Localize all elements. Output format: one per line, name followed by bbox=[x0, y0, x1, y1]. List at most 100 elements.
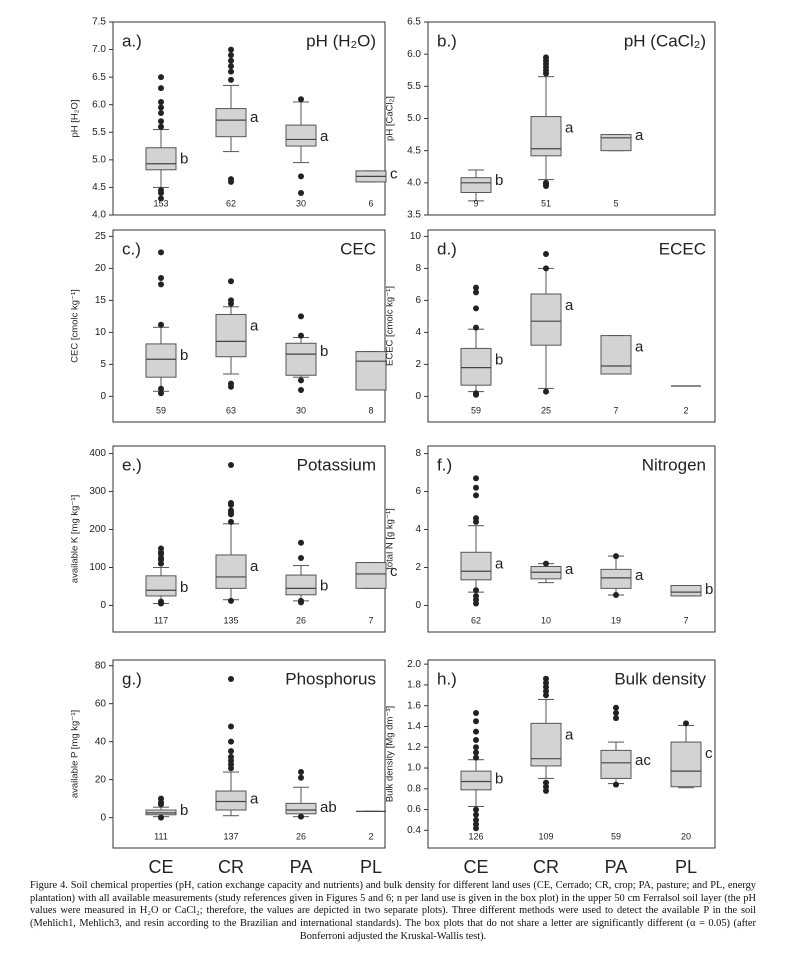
significance-letter: a bbox=[635, 567, 644, 584]
y-tick-label: 20 bbox=[95, 774, 107, 785]
panel-title: Bulk density bbox=[614, 669, 706, 688]
outlier bbox=[158, 74, 164, 81]
outlier bbox=[228, 57, 234, 64]
significance-letter: a bbox=[635, 339, 644, 356]
count-label: 26 bbox=[296, 831, 306, 841]
outlier bbox=[613, 704, 619, 711]
count-label: 111 bbox=[154, 831, 168, 841]
outlier bbox=[298, 387, 304, 393]
y-tick-label: 1.2 bbox=[407, 742, 421, 753]
y-tick-label: 4.0 bbox=[92, 210, 106, 221]
box bbox=[460, 177, 492, 193]
outlier bbox=[683, 720, 689, 727]
significance-letter: b bbox=[495, 770, 503, 787]
y-axis-label: ECEC [cmolc kg⁻¹] bbox=[385, 286, 396, 366]
box bbox=[145, 343, 177, 378]
y-tick-label: 10 bbox=[95, 327, 107, 338]
y-axis-label: pH [H₂O] bbox=[70, 100, 81, 138]
box bbox=[530, 293, 562, 346]
plot-frame bbox=[427, 659, 716, 849]
x-tick-label: PA bbox=[605, 857, 628, 877]
count-label: 62 bbox=[471, 615, 481, 625]
panel-label: a.) bbox=[122, 31, 142, 50]
count-label: 62 bbox=[226, 198, 236, 208]
significance-letter: b bbox=[320, 577, 328, 594]
outlier bbox=[228, 748, 234, 755]
significance-letter: c bbox=[390, 165, 398, 182]
box bbox=[600, 568, 632, 589]
box bbox=[600, 134, 632, 152]
box bbox=[215, 108, 247, 138]
outlier bbox=[158, 275, 164, 281]
outlier bbox=[158, 390, 164, 397]
significance-letter: a bbox=[250, 558, 259, 575]
significance-letter: b bbox=[180, 151, 188, 168]
y-tick-label: 20 bbox=[95, 263, 107, 274]
significance-letter: b bbox=[180, 579, 188, 596]
box bbox=[355, 562, 387, 589]
panel-title: pH (CaCl₂) bbox=[624, 31, 706, 50]
outlier bbox=[473, 324, 479, 331]
y-tick-label: 60 bbox=[95, 698, 107, 709]
x-tick-label: PL bbox=[360, 857, 382, 877]
significance-letter: ab bbox=[320, 799, 337, 816]
significance-letter: b bbox=[705, 581, 713, 598]
count-label: 5 bbox=[613, 198, 618, 208]
outlier bbox=[473, 825, 479, 832]
count-label: 30 bbox=[296, 405, 306, 415]
y-tick-label: 5.0 bbox=[92, 154, 106, 165]
outlier bbox=[298, 96, 304, 103]
outlier bbox=[473, 749, 479, 756]
panel-label: c.) bbox=[122, 239, 141, 258]
plot-frame bbox=[112, 659, 386, 849]
outlier bbox=[298, 554, 304, 561]
outlier bbox=[298, 189, 304, 196]
outlier bbox=[543, 388, 549, 395]
y-tick-label: 6.5 bbox=[92, 72, 106, 83]
count-label: 8 bbox=[368, 405, 373, 415]
y-tick-label: 0 bbox=[415, 600, 421, 611]
outlier bbox=[158, 545, 164, 552]
outlier bbox=[158, 281, 164, 288]
caption: Figure 4. Soil chemical properties (pH, … bbox=[30, 880, 756, 942]
outlier bbox=[473, 592, 479, 599]
outlier bbox=[473, 475, 479, 482]
outlier bbox=[158, 195, 164, 202]
outlier bbox=[543, 787, 549, 794]
box bbox=[215, 790, 247, 811]
panel-title: Phosphorus bbox=[285, 669, 376, 688]
outlier bbox=[298, 539, 304, 546]
y-tick-label: 2.0 bbox=[407, 659, 421, 670]
outlier bbox=[473, 718, 479, 725]
outlier bbox=[473, 736, 479, 743]
count-label: 7 bbox=[613, 405, 618, 415]
outlier bbox=[543, 688, 549, 695]
box bbox=[530, 722, 562, 767]
outlier bbox=[228, 723, 234, 730]
y-tick-label: 5.0 bbox=[407, 113, 421, 124]
significance-letter: c bbox=[390, 563, 398, 580]
y-tick-label: 25 bbox=[95, 231, 107, 242]
plot-frame bbox=[427, 229, 716, 423]
outlier bbox=[543, 54, 549, 61]
count-label: 7 bbox=[368, 615, 373, 625]
y-tick-label: 6 bbox=[415, 486, 421, 497]
outlier bbox=[613, 709, 619, 716]
count-label: 153 bbox=[153, 198, 168, 208]
outlier bbox=[543, 265, 549, 272]
x-tick-label: PA bbox=[290, 857, 313, 877]
outlier bbox=[613, 591, 619, 598]
y-tick-label: 8 bbox=[415, 263, 421, 274]
y-tick-label: 1.4 bbox=[407, 721, 421, 732]
box bbox=[215, 313, 247, 358]
outlier bbox=[473, 728, 479, 735]
y-tick-label: 10 bbox=[410, 231, 422, 242]
panel-label: e.) bbox=[122, 455, 142, 474]
count-label: 59 bbox=[471, 405, 481, 415]
outlier bbox=[228, 499, 234, 506]
panel-label: f.) bbox=[437, 455, 452, 474]
panel-title: Nitrogen bbox=[642, 455, 706, 474]
outlier bbox=[158, 109, 164, 116]
significance-letter: a bbox=[495, 555, 504, 572]
